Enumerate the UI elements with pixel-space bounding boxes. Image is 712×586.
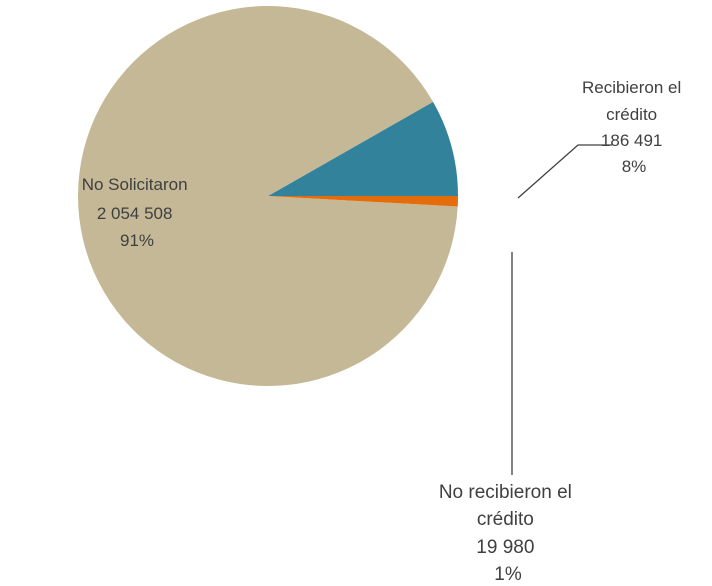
label-recibieron-line2: crédito	[606, 105, 657, 124]
label-recibieron-line1: Recibieron el	[582, 78, 681, 97]
pie-slice-no-solicitaron	[78, 6, 458, 387]
label-no-solicitaron-line1: No Solicitaron	[82, 175, 188, 194]
label-no-solicitaron: No Solicitaron 2 054 508 91%	[82, 175, 193, 250]
label-no-solicitaron-value: 2 054 508	[97, 204, 173, 223]
pie-slices	[78, 6, 459, 387]
label-recibieron-percent: 8%	[622, 157, 647, 176]
label-no-solicitaron-percent: 91%	[120, 231, 154, 250]
label-no-recibieron-line2: crédito	[477, 509, 534, 530]
label-recibieron: Recibieron el crédito 186 491 8%	[582, 78, 686, 176]
label-no-recibieron: No recibieron el crédito 19 980 1%	[439, 482, 577, 585]
label-recibieron-value: 186 491	[601, 131, 662, 150]
label-no-recibieron-line1: No recibieron el	[439, 482, 572, 503]
leader-line-recibieron	[517, 144, 612, 199]
label-no-recibieron-value: 19 980	[476, 537, 534, 558]
label-no-recibieron-percent: 1%	[494, 564, 522, 585]
pie-slice-no-recibieron	[268, 196, 459, 207]
pie-slice-recibieron	[268, 101, 458, 196]
